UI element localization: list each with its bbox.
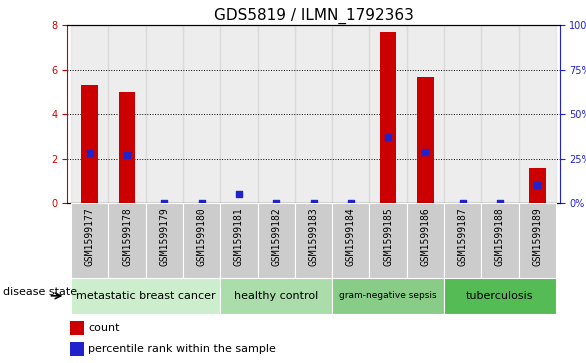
Bar (407, 25, 444, 203)
FancyBboxPatch shape (71, 203, 108, 278)
Title: GDS5819 / ILMN_1792363: GDS5819 / ILMN_1792363 (213, 8, 414, 24)
Bar (70, 321, 84, 335)
Bar (71, 25, 108, 203)
Text: GSM1599184: GSM1599184 (346, 207, 356, 266)
FancyBboxPatch shape (444, 278, 556, 314)
Point (309, 200, 318, 206)
Bar (70, 342, 84, 356)
Text: GSM1599177: GSM1599177 (85, 207, 95, 266)
FancyBboxPatch shape (332, 278, 444, 314)
Text: GSM1599181: GSM1599181 (234, 207, 244, 266)
Bar (220, 25, 258, 203)
Point (85, 151, 94, 156)
Bar (183, 25, 220, 203)
Bar (118, 92, 135, 203)
Text: percentile rank within the sample: percentile rank within the sample (88, 344, 276, 354)
Bar (529, 168, 546, 203)
Bar (258, 25, 295, 203)
Point (234, 192, 244, 197)
Text: GSM1599179: GSM1599179 (159, 207, 169, 266)
FancyBboxPatch shape (108, 203, 146, 278)
Point (421, 149, 430, 155)
Text: GSM1599178: GSM1599178 (122, 207, 132, 266)
Point (533, 183, 542, 188)
Point (383, 135, 393, 140)
Text: GSM1599182: GSM1599182 (271, 207, 281, 266)
Point (346, 200, 356, 206)
Text: tuberculosis: tuberculosis (466, 291, 534, 301)
Bar (295, 25, 332, 203)
Bar (108, 25, 146, 203)
Point (458, 200, 468, 206)
Bar (481, 25, 519, 203)
FancyBboxPatch shape (519, 203, 556, 278)
Bar (369, 25, 407, 203)
Text: GSM1599187: GSM1599187 (458, 207, 468, 266)
Text: gram-negative sepsis: gram-negative sepsis (339, 291, 437, 300)
Text: GSM1599186: GSM1599186 (420, 207, 430, 266)
Point (159, 200, 169, 206)
Point (495, 200, 505, 206)
Bar (519, 25, 556, 203)
Point (271, 200, 281, 206)
Text: GSM1599188: GSM1599188 (495, 207, 505, 266)
FancyBboxPatch shape (369, 203, 407, 278)
FancyBboxPatch shape (481, 203, 519, 278)
Text: count: count (88, 323, 120, 333)
Text: GSM1599185: GSM1599185 (383, 207, 393, 266)
Text: metastatic breast cancer: metastatic breast cancer (76, 291, 216, 301)
FancyBboxPatch shape (220, 203, 258, 278)
Bar (444, 25, 481, 203)
Bar (332, 25, 369, 203)
Point (122, 152, 132, 158)
FancyBboxPatch shape (258, 203, 295, 278)
FancyBboxPatch shape (183, 203, 220, 278)
Text: GSM1599183: GSM1599183 (308, 207, 319, 266)
Text: GSM1599180: GSM1599180 (197, 207, 207, 266)
Bar (81, 85, 98, 203)
Text: healthy control: healthy control (234, 291, 318, 301)
Text: disease state: disease state (4, 287, 77, 297)
FancyBboxPatch shape (71, 278, 220, 314)
FancyBboxPatch shape (407, 203, 444, 278)
FancyBboxPatch shape (146, 203, 183, 278)
Point (197, 200, 206, 206)
FancyBboxPatch shape (295, 203, 332, 278)
Bar (380, 32, 397, 203)
Bar (417, 77, 434, 203)
FancyBboxPatch shape (444, 203, 481, 278)
FancyBboxPatch shape (220, 278, 332, 314)
Bar (146, 25, 183, 203)
FancyBboxPatch shape (332, 203, 369, 278)
Text: GSM1599189: GSM1599189 (532, 207, 542, 266)
